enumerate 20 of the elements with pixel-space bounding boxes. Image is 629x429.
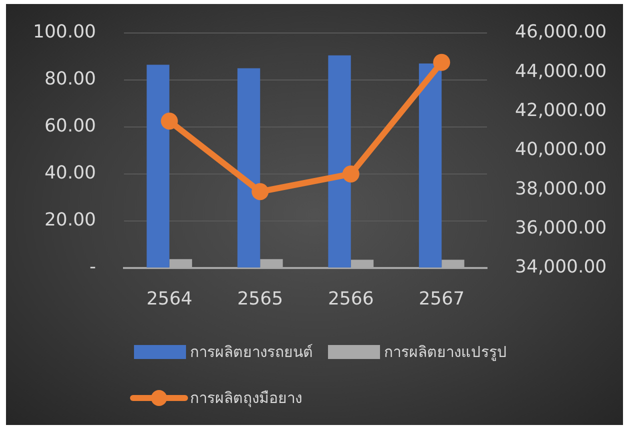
y2-tick-label: 34,000.00 — [515, 256, 607, 278]
y2-tick-label: 38,000.00 — [515, 178, 607, 200]
y2-tick-label: 42,000.00 — [515, 100, 607, 122]
y-tick-label: 100.00 — [33, 22, 96, 43]
x-tick-label: 2565 — [237, 288, 284, 310]
y2-tick-label: 36,000.00 — [515, 218, 607, 239]
x-tick-label: 2564 — [146, 288, 192, 310]
legend-label: การผลิตถุงมือยาง — [190, 388, 302, 410]
y-tick-label: 20.00 — [44, 210, 96, 231]
y2-tick-label: 46,000.00 — [515, 22, 607, 43]
y-tick-label: 60.00 — [44, 116, 96, 137]
y2-tick-label: 44,000.00 — [515, 60, 607, 82]
y-tick-label: - — [90, 256, 96, 278]
y-tick-label: 40.00 — [44, 162, 96, 184]
x-tick-label: 2566 — [328, 288, 374, 310]
y-tick-label: 80.00 — [44, 68, 96, 90]
legend-label: การผลิตยางรถยนต์ — [190, 342, 313, 363]
legend-label: การผลิตยางแปรรูป — [384, 342, 507, 363]
x-tick-label: 2567 — [418, 288, 465, 310]
y2-tick-label: 40,000.00 — [515, 139, 607, 160]
